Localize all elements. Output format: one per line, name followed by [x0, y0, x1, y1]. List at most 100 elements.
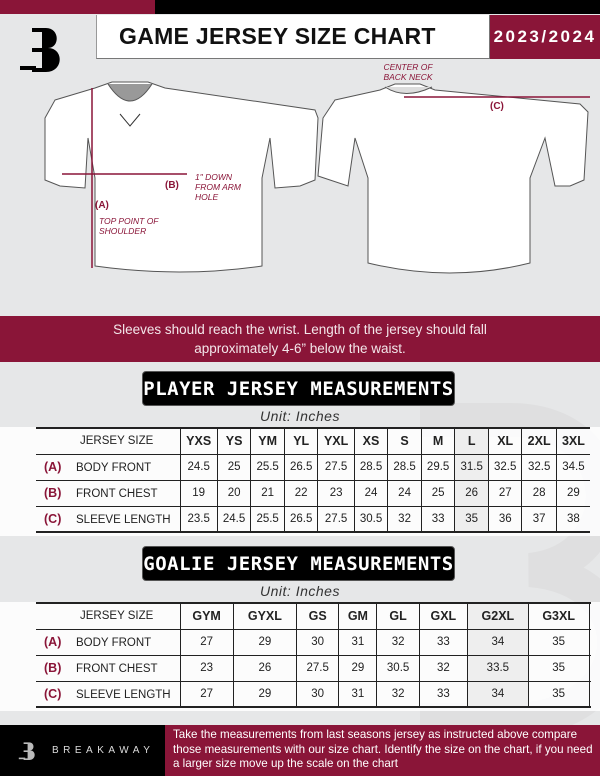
size-header: XL — [487, 427, 523, 455]
measurement-value: 31 — [338, 628, 378, 656]
measurement-code: (A) — [44, 635, 62, 649]
size-label: JERSEY SIZE — [36, 427, 181, 455]
fit-instructions-banner: Sleeves should reach the wrist. Length o… — [0, 316, 600, 362]
measurement-value: 34.5 — [555, 453, 590, 481]
measurement-value: 30 — [296, 680, 340, 708]
size-header: YS — [216, 427, 252, 455]
measurement-value: 29 — [232, 680, 298, 708]
measurement-value: 21 — [250, 479, 285, 507]
measurement-value: 26 — [454, 479, 489, 507]
measurement-value: 24 — [353, 479, 389, 507]
measurement-value: 37 — [521, 505, 557, 533]
measurement-value: 32 — [418, 654, 468, 682]
size-header: XS — [353, 427, 389, 455]
player-unit: Unit: Inches — [260, 408, 340, 424]
table-row: (C) SLEEVE LENGTH 27 29 30 31 32 33 34 35 — [36, 680, 590, 708]
measurement-value: 28.5 — [353, 453, 389, 481]
measurement-name: SLEEVE LENGTH — [76, 688, 171, 701]
label-b-code: (B) — [165, 180, 179, 191]
header-row: JERSEY SIZE YXS YS YM YL YXL XS S M L XL 2XL 3XL — [36, 427, 590, 455]
measurement-value: 35 — [454, 505, 489, 533]
measurement-value: 27.5 — [317, 453, 355, 481]
size-header: YM — [250, 427, 285, 455]
measurement-code: (B) — [44, 486, 62, 500]
size-header: 3XL — [555, 427, 590, 455]
measurement-name: FRONT CHEST — [76, 663, 158, 675]
footer-instructions: Take the measurements from last seasons … — [165, 725, 600, 776]
measurement-value: 33 — [420, 505, 456, 533]
measurement-value: 35 — [527, 628, 590, 656]
measurement-label: (A) BODY FRONT — [36, 453, 181, 481]
measurement-value: 25 — [420, 479, 456, 507]
size-header: GXL — [418, 602, 468, 630]
measurement-value: 29 — [232, 628, 298, 656]
measurement-value: 35 — [527, 680, 590, 708]
measurement-value: 30.5 — [353, 505, 389, 533]
measurement-value: 33 — [418, 680, 468, 708]
measurement-name: SLEEVE LENGTH — [76, 513, 171, 526]
measurement-code: (A) — [44, 460, 62, 474]
size-header: YXS — [179, 427, 218, 455]
size-header — [588, 602, 590, 630]
measurement-value: 26 — [232, 654, 298, 682]
measurement-value: 23 — [317, 479, 355, 507]
banner-line-1: Sleeves should reach the wrist. Length o… — [113, 322, 487, 337]
measurement-value: 29.5 — [420, 453, 456, 481]
top-accent-bar — [0, 0, 155, 14]
measurement-name: FRONT CHEST — [76, 488, 158, 500]
label-a-note: TOP POINT OF SHOULDER — [99, 216, 159, 236]
measurement-value: 27.5 — [317, 505, 355, 533]
back-jersey — [317, 83, 589, 274]
measurement-value: 20 — [216, 479, 252, 507]
measurement-lines — [62, 88, 590, 268]
goalie-unit: Unit: Inches — [260, 583, 340, 599]
measurement-value: 23.5 — [179, 505, 218, 533]
label-a-code: (A) — [95, 200, 109, 211]
size-label: JERSEY SIZE — [36, 602, 181, 630]
measurement-value: 25.5 — [250, 505, 285, 533]
header-row: JERSEY SIZE GYM GYXL GS GM GL GXL G2XL G3XL — [36, 602, 590, 630]
measurement-value: 34 — [466, 628, 529, 656]
measurement-value: 24.5 — [179, 453, 218, 481]
size-header: M — [420, 427, 456, 455]
player-heading: PLAYER JERSEY MEASUREMENTS — [142, 371, 455, 406]
footer-brand: BREAKAWAY — [0, 725, 165, 776]
measurement-value: 26.5 — [283, 453, 319, 481]
measurement-label: (C) SLEEVE LENGTH — [36, 680, 181, 708]
size-header: G3XL — [527, 602, 590, 630]
measurement-value: 27 — [179, 680, 234, 708]
measurement-value: 25.5 — [250, 453, 285, 481]
measurement-value: 35 — [527, 654, 590, 682]
measurement-label: (B) FRONT CHEST — [36, 654, 181, 682]
measurement-value: 33 — [418, 628, 468, 656]
measurement-value: 30 — [296, 628, 340, 656]
table-row: (A) BODY FRONT 27 29 30 31 32 33 34 35 — [36, 628, 590, 656]
table-row: (B) FRONT CHEST 23 26 27.5 29 30.5 32 33.5 35 — [36, 654, 590, 682]
player-size-table: JERSEY SIZE YXS YS YM YL YXL XS S M L XL 2XL 3XL (A) B… — [36, 427, 590, 533]
label-c-code: (C) — [490, 101, 504, 112]
measurement-value: 24.5 — [216, 505, 252, 533]
size-header: GYM — [179, 602, 234, 630]
size-header: S — [387, 427, 422, 455]
table-row: (B) FRONT CHEST 19 20 21 22 23 24 24 25 26 27 28 29 — [36, 479, 590, 507]
table-row: (A) BODY FRONT 24.5 25 25.5 26.5 27.5 28.5 28.5 2… — [36, 453, 590, 481]
size-header: GS — [296, 602, 340, 630]
measurement-value: 34 — [466, 680, 529, 708]
measurement-code: (B) — [44, 661, 62, 675]
goalie-size-table: JERSEY SIZE GYM GYXL GS GM GL GXL G2XL G3XL (A) BO… — [36, 602, 590, 708]
label-c-note: CENTER OF BACK NECK — [383, 62, 433, 82]
measurement-value: 29 — [338, 654, 378, 682]
measurement-value: 32.5 — [487, 453, 523, 481]
measurement-label: (A) BODY FRONT — [36, 628, 181, 656]
measurement-code: (C) — [44, 686, 62, 701]
label-b-note: 1" DOWN FROM ARM HOLE — [195, 172, 241, 202]
measurement-value — [588, 628, 590, 656]
measurement-label: (B) FRONT CHEST — [36, 479, 181, 507]
brand-name: BREAKAWAY — [52, 745, 155, 756]
breakaway-logo-small — [18, 741, 35, 760]
measurement-label: (C) SLEEVE LENGTH — [36, 505, 181, 533]
measurement-value — [588, 680, 590, 708]
size-header: G2XL — [466, 602, 529, 630]
measurement-value — [588, 654, 590, 682]
measurement-value: 25 — [216, 453, 252, 481]
